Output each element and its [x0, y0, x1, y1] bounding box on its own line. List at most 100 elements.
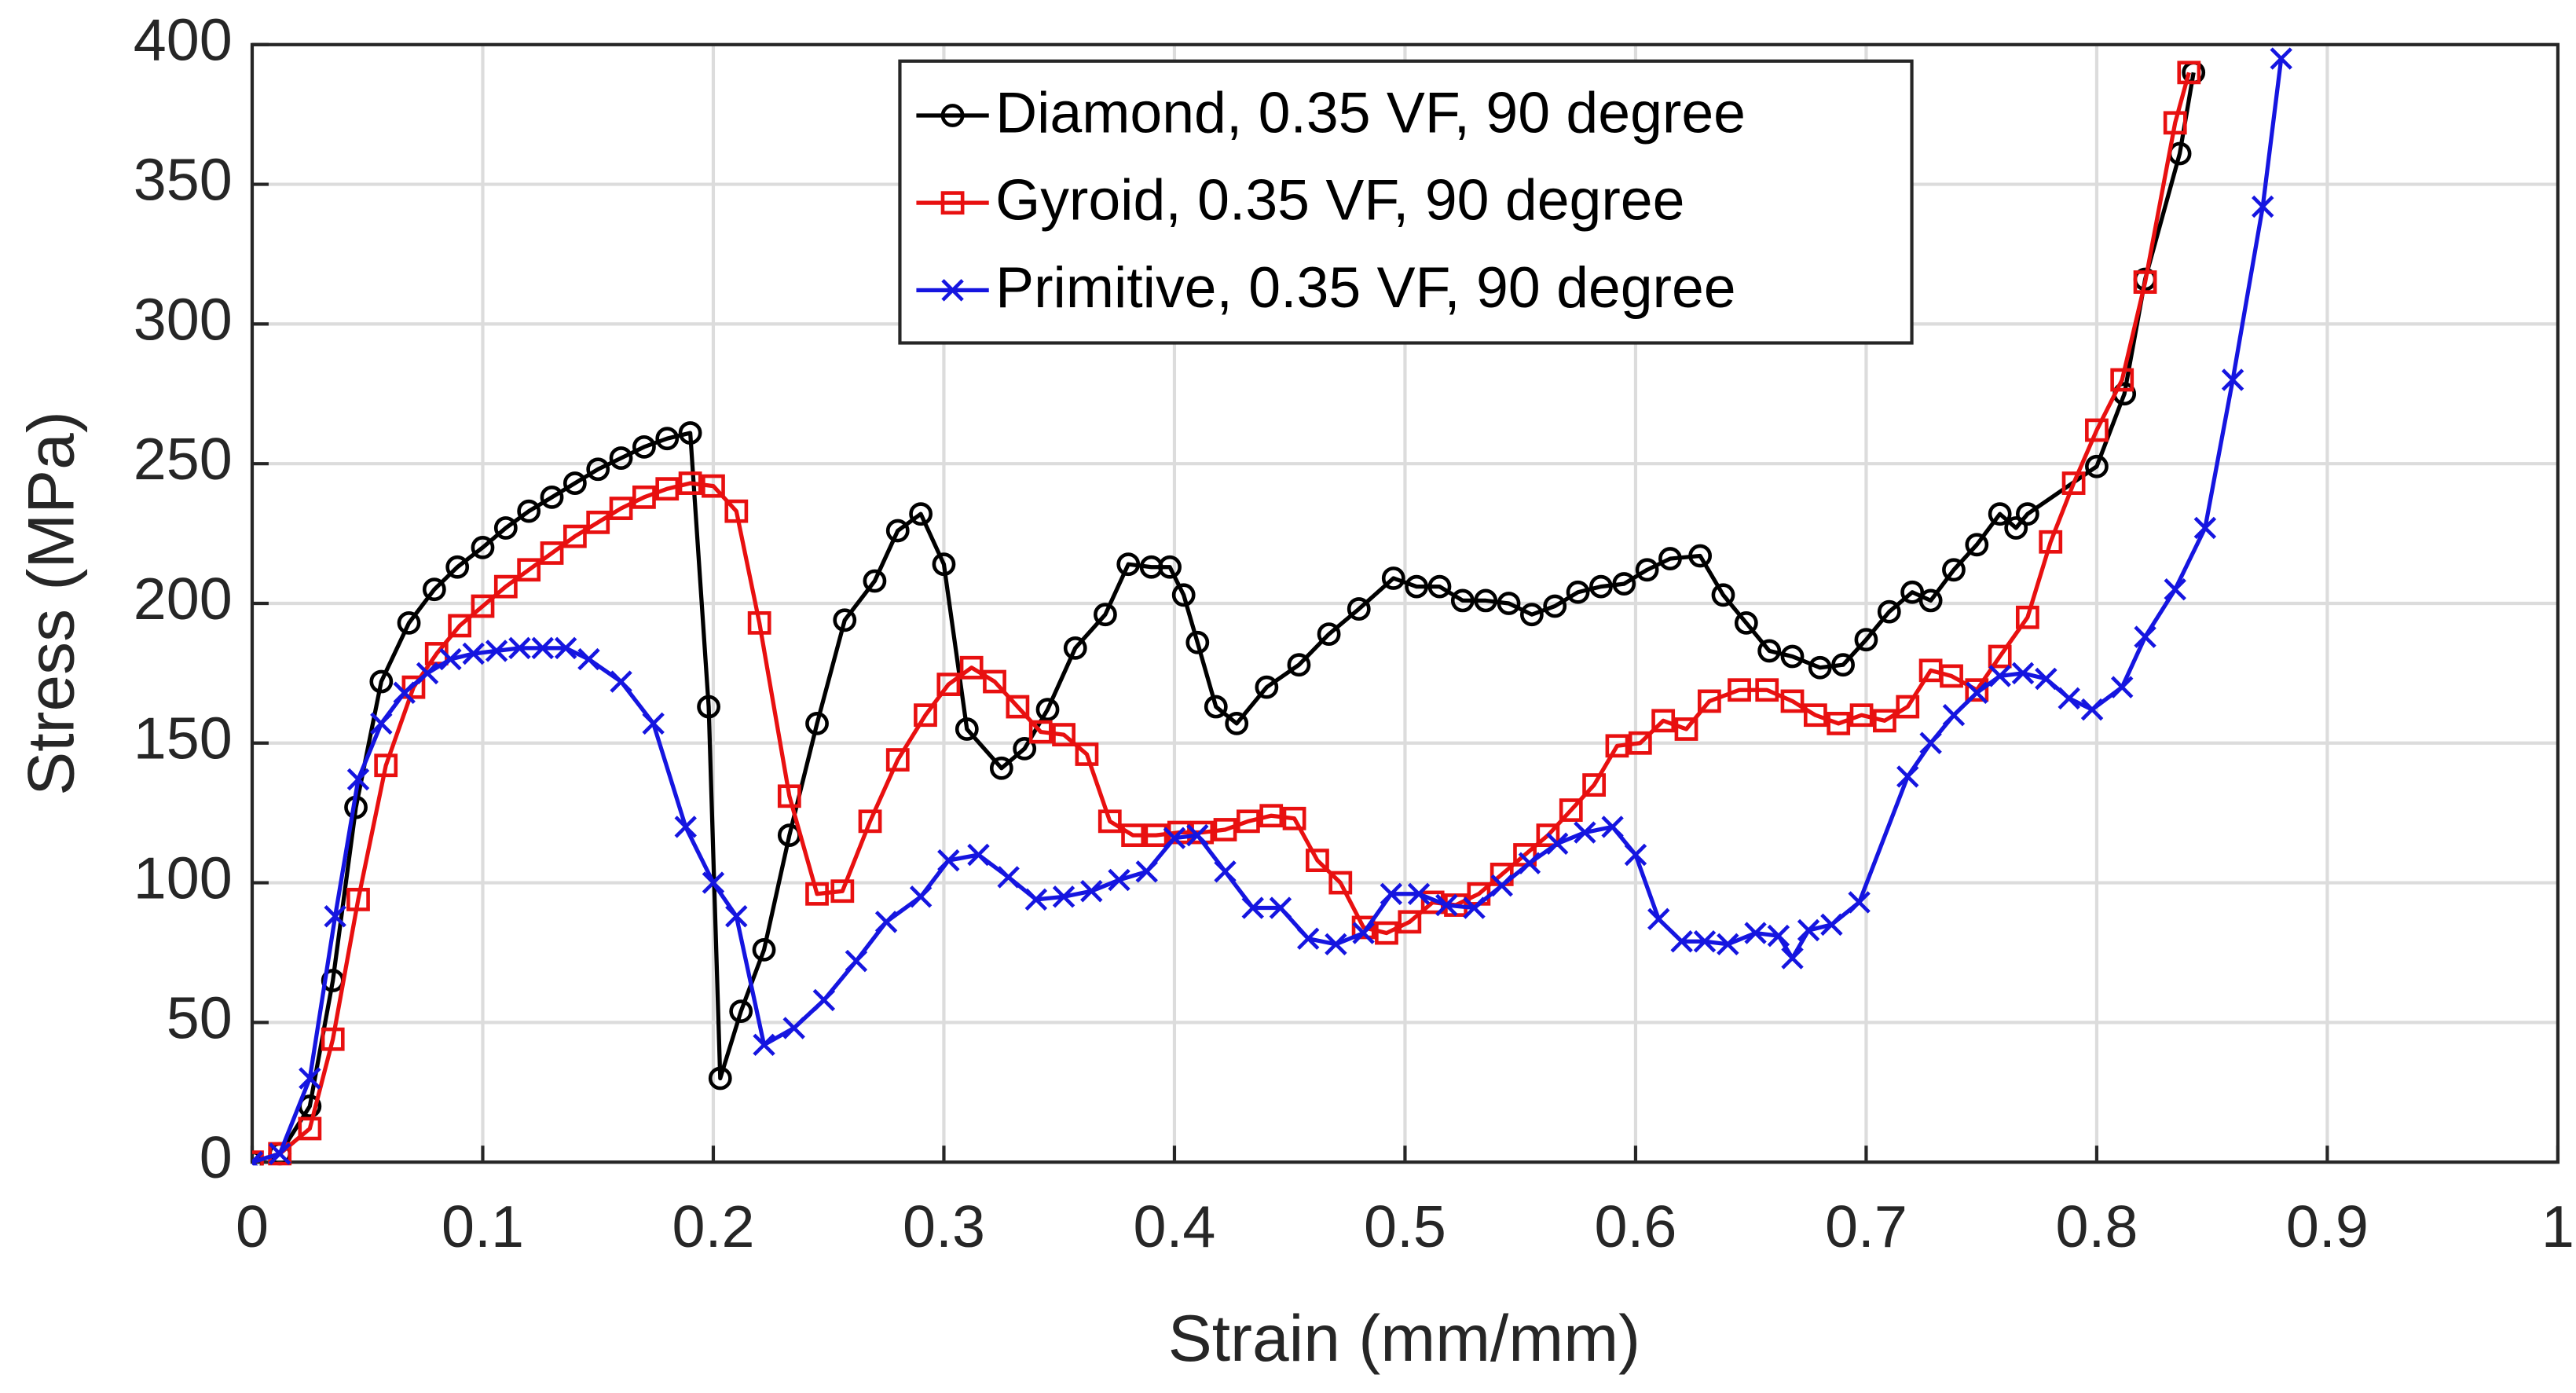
x-tick-label: 0.6	[1594, 1194, 1676, 1260]
marker	[1282, 806, 1306, 830]
marker	[298, 1116, 322, 1141]
marker	[940, 191, 965, 215]
marker	[299, 1067, 321, 1090]
marker	[397, 610, 421, 635]
marker	[1942, 558, 1966, 582]
marker	[632, 485, 656, 509]
marker	[914, 703, 937, 728]
marker	[2039, 530, 2063, 554]
marker	[697, 695, 720, 719]
marker	[2085, 418, 2109, 442]
marker	[752, 938, 776, 962]
marker	[2058, 687, 2080, 710]
marker	[655, 427, 680, 451]
marker	[936, 673, 961, 696]
marker	[1351, 915, 1376, 940]
y-tick-label: 350	[134, 148, 233, 214]
marker	[586, 510, 610, 534]
x-tick-label: 0.7	[1825, 1194, 1907, 1260]
marker	[1543, 594, 1567, 618]
marker	[678, 421, 702, 445]
marker	[1063, 636, 1087, 660]
marker	[1171, 583, 1196, 607]
marker	[1241, 896, 1264, 919]
marker	[1827, 711, 1851, 735]
marker	[1398, 910, 1422, 934]
marker	[678, 471, 702, 495]
y-tick-label: 0	[200, 1125, 233, 1191]
marker	[885, 519, 910, 543]
marker	[485, 640, 508, 662]
marker	[577, 647, 600, 671]
marker	[2270, 47, 2292, 70]
marker	[874, 911, 898, 933]
marker	[1849, 703, 1874, 728]
marker	[1919, 731, 1942, 754]
marker	[1259, 804, 1284, 828]
marker	[1255, 675, 1279, 699]
y-axis-label: Stress (MPa)	[14, 411, 88, 796]
marker	[1942, 703, 1966, 727]
marker	[805, 882, 829, 906]
marker	[1848, 891, 1871, 914]
marker	[586, 457, 610, 482]
marker	[374, 753, 398, 778]
x-tick-label: 0.8	[2055, 1194, 2138, 1260]
marker	[1328, 871, 1353, 895]
marker	[471, 594, 495, 618]
marker	[1808, 655, 1832, 680]
y-tick-label: 100	[134, 846, 233, 912]
marker	[1820, 913, 1843, 937]
marker	[1536, 823, 1560, 848]
marker	[1670, 930, 1693, 953]
series	[251, 47, 2292, 1166]
marker	[1797, 918, 1820, 942]
marker	[1186, 823, 1209, 847]
marker	[1566, 580, 1590, 604]
marker	[448, 614, 472, 638]
marker	[1965, 533, 1989, 557]
marker	[1075, 742, 1099, 766]
marker	[1940, 664, 1963, 688]
marker	[1080, 880, 1103, 903]
marker	[493, 574, 518, 599]
marker	[562, 524, 587, 548]
y-tick-label: 250	[134, 427, 233, 493]
marker	[1918, 588, 1943, 613]
marker	[1780, 689, 1805, 713]
marker	[324, 905, 346, 928]
marker	[997, 866, 1020, 889]
marker	[2061, 471, 2086, 495]
marker	[346, 768, 370, 791]
marker	[2221, 368, 2244, 391]
marker	[1144, 823, 1168, 848]
marker	[1407, 882, 1431, 906]
marker	[1781, 947, 1804, 970]
marker	[1651, 709, 1676, 733]
marker	[416, 662, 439, 685]
marker	[1688, 544, 1713, 568]
marker	[1158, 555, 1182, 579]
marker	[517, 499, 541, 523]
marker	[2004, 516, 2028, 540]
x-tick-label: 1	[2541, 1194, 2574, 1260]
y-tick-label: 50	[167, 985, 233, 1051]
marker	[517, 558, 541, 582]
marker	[724, 499, 749, 523]
marker	[1711, 583, 1735, 607]
marker	[2015, 605, 2039, 629]
marker	[1693, 930, 1717, 953]
marker	[1601, 816, 1624, 838]
marker	[2164, 577, 2186, 601]
marker	[1474, 588, 1498, 613]
marker	[885, 748, 910, 772]
marker	[989, 756, 1013, 780]
marker	[1988, 644, 2012, 669]
marker	[702, 474, 725, 498]
marker	[251, 1150, 264, 1166]
marker	[1988, 502, 2012, 526]
marker	[674, 816, 697, 838]
marker	[1380, 882, 1403, 906]
marker	[1204, 695, 1228, 719]
legend-label: Primitive, 0.35 VF, 90 degree	[995, 255, 1736, 320]
